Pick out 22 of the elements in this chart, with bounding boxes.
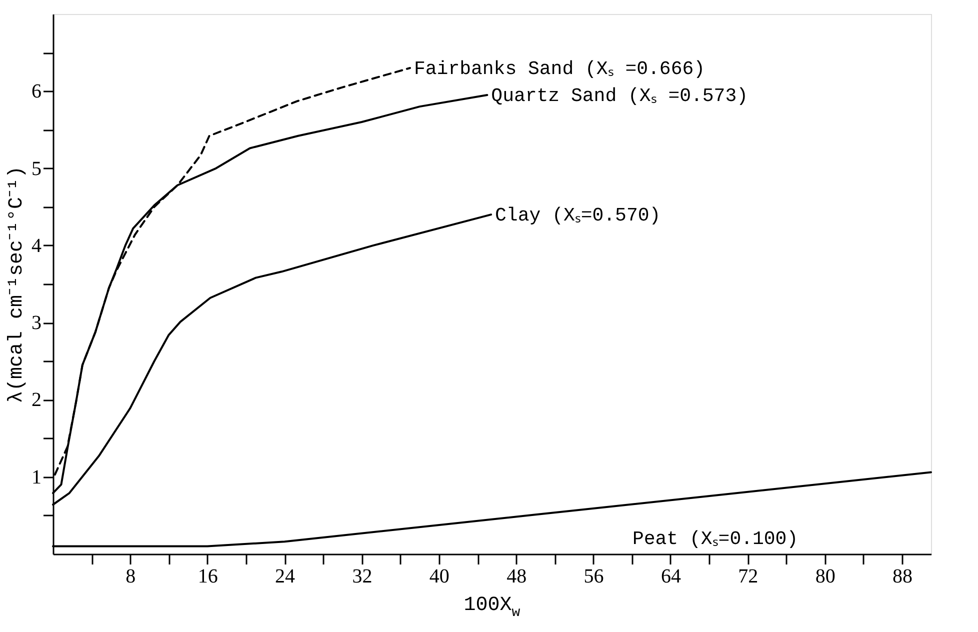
x-tick-label: 56 [584,566,604,588]
x-tick-label: 88 [892,566,913,588]
annotation: Peat (Xₛ=0.100) [632,528,798,550]
x-tick-label: 80 [815,566,836,588]
annotation: Clay (Xₛ=0.570) [495,204,661,227]
y-tick-label: 2 [32,389,42,412]
x-tick-label: 48 [506,566,527,588]
y-axis-title: λ(mcal cm⁻¹sec⁻¹°C⁻¹) [6,166,28,404]
y-tick-label: 5 [32,158,42,180]
x-tick-label: 64 [660,566,681,588]
y-tick-label: 3 [32,312,42,334]
x-tick-label: 72 [738,566,758,588]
x-tick-label: 24 [275,566,296,588]
y-tick-label: 1 [32,466,42,488]
x-tick-label: 16 [198,566,218,588]
y-tick-label: 6 [32,80,42,103]
x-tick-label: 32 [352,566,372,588]
x-tick-label: 8 [126,566,136,588]
y-tick-label: 4 [32,234,42,257]
x-tick-label: 40 [429,566,450,588]
annotation: Fairbanks Sand (Xₛ =0.666) [414,58,706,80]
annotation: Quartz Sand (Xₛ =0.573) [491,85,748,107]
